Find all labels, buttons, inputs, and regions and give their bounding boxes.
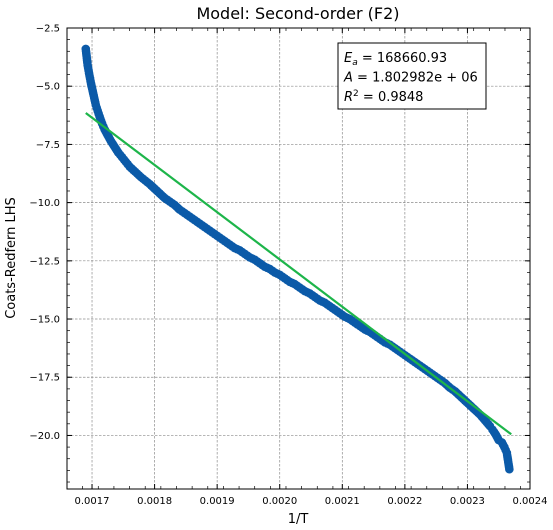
axes-ticks: 0.0017 0.0018 0.0019 0.0020 0.0021 0.0022 0.00… bbox=[29, 24, 547, 508]
y-axis-label: Coats-Redfern LHS bbox=[4, 197, 19, 319]
y-tick-label: −12.5 bbox=[29, 256, 60, 267]
x-tick-label: 0.0024 bbox=[513, 496, 548, 507]
fit-annotation-box: Ea = 168660.93 A = 1.802982e + 06 R2 = 0.9… bbox=[337, 42, 487, 110]
x-tick-label: 0.0018 bbox=[137, 496, 172, 507]
chart-title: Model: Second-order (F2) bbox=[196, 4, 399, 23]
plot-frame bbox=[66, 27, 531, 490]
x-tick-label: 0.0023 bbox=[450, 496, 485, 507]
x-tick-label: 0.0021 bbox=[325, 496, 360, 507]
x-tick-label: 0.0020 bbox=[262, 496, 297, 507]
data-point bbox=[505, 464, 514, 474]
fit-line bbox=[85, 112, 512, 436]
y-tick-label: −17.5 bbox=[29, 373, 60, 384]
y-tick-label: −7.5 bbox=[36, 140, 60, 151]
y-tick-label: −10.0 bbox=[29, 198, 60, 209]
annotation-line: A = 1.802982e + 06 bbox=[343, 71, 478, 86]
x-tick-label: 0.0022 bbox=[387, 496, 422, 507]
annotation-line: R2 = 0.9848 bbox=[344, 89, 423, 105]
y-tick-label: −2.5 bbox=[36, 24, 60, 35]
plot-area bbox=[81, 44, 514, 474]
x-tick-label: 0.0017 bbox=[75, 496, 110, 507]
y-tick-label: −15.0 bbox=[29, 315, 60, 326]
x-axis-label: 1/T bbox=[288, 512, 309, 527]
x-tick-label: 0.0019 bbox=[200, 496, 235, 507]
y-tick-label: −20.0 bbox=[29, 431, 60, 442]
annotation-frame bbox=[337, 42, 487, 110]
annotation-line: Ea = 168660.93 bbox=[344, 51, 447, 68]
y-tick-label: −5.0 bbox=[36, 82, 60, 93]
